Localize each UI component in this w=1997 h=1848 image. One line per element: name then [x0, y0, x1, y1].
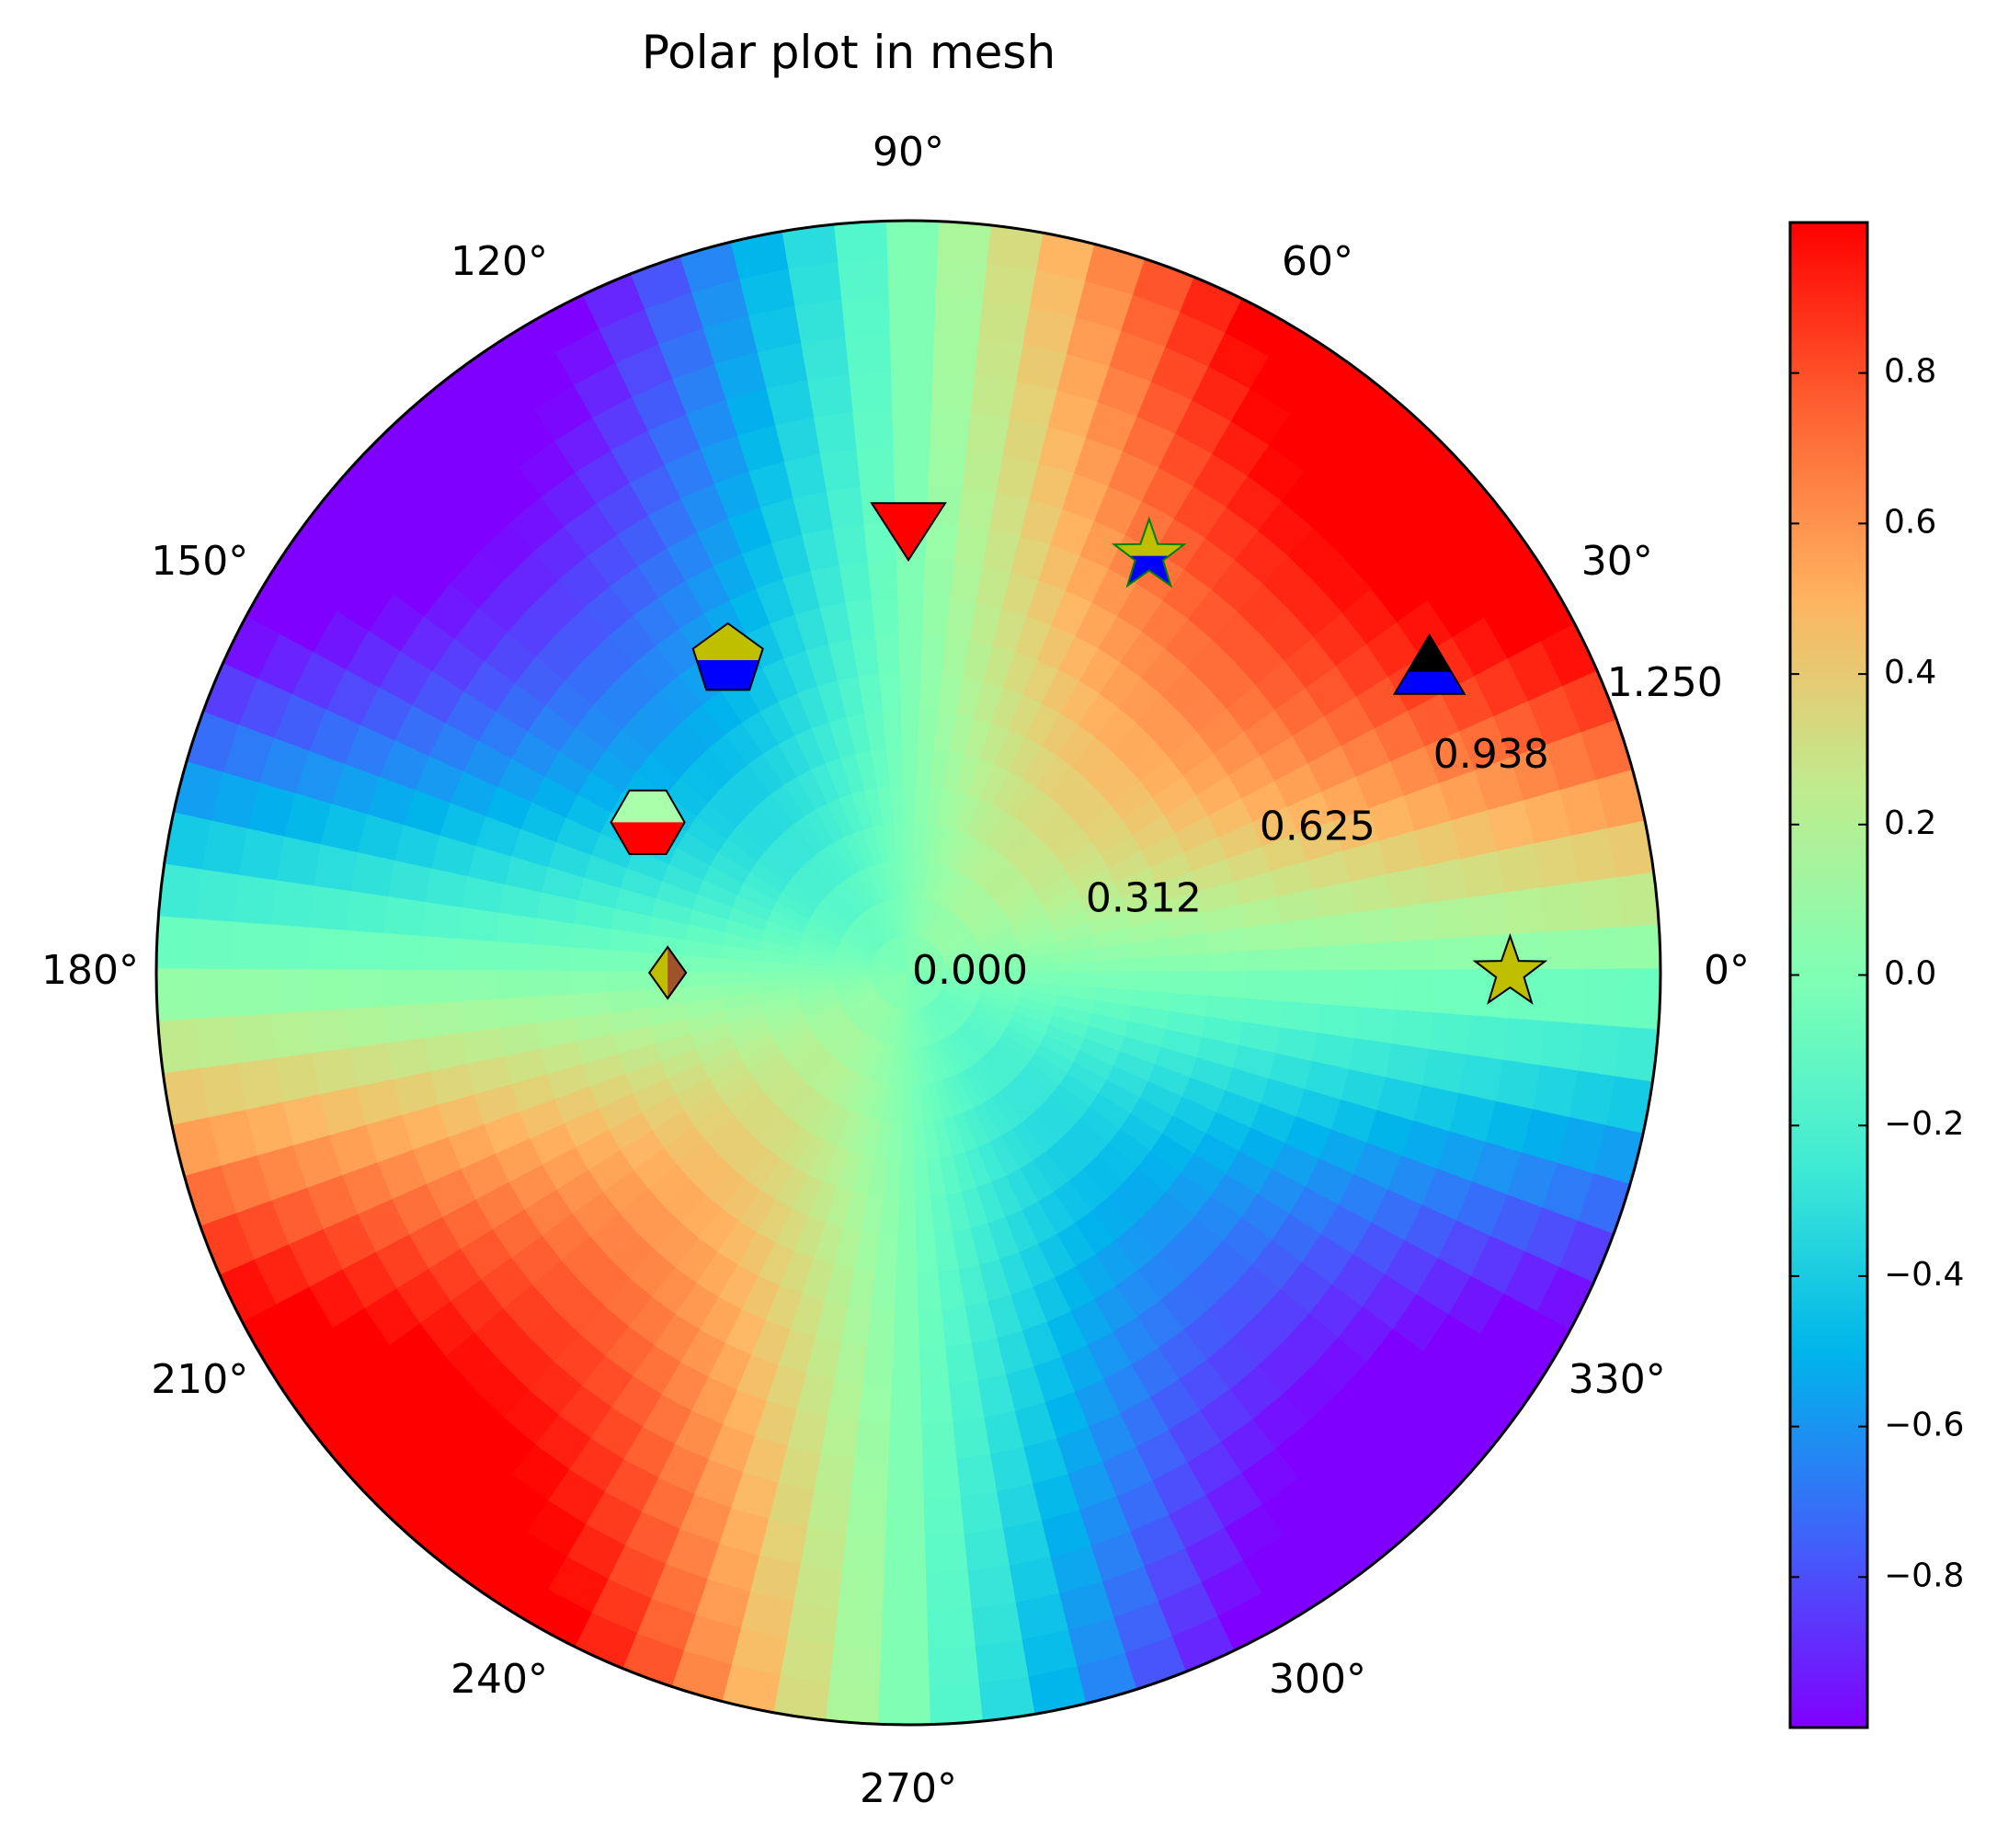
mesh-cell [1207, 970, 1250, 999]
mesh-cell [1432, 969, 1477, 1016]
chart-title: Polar plot in mesh [642, 26, 1056, 79]
colorbar-tick-label: −0.6 [1884, 1407, 1964, 1444]
colorbar-tick-label: 0.6 [1884, 503, 1936, 541]
angle-tick-label: 180° [41, 947, 139, 994]
angle-tick-label: 330° [1569, 1356, 1666, 1403]
marker-edge [1472, 932, 1548, 1005]
marker-hexagon [610, 789, 686, 856]
mesh-cell [529, 943, 572, 975]
marker-edge [647, 945, 688, 1000]
mesh-cell [340, 930, 384, 976]
angle-tick-label: 270° [860, 1765, 957, 1812]
colorbar-tick-label: −0.2 [1884, 1105, 1964, 1143]
mesh-cell [190, 918, 234, 977]
mesh-cell [1320, 970, 1364, 1008]
marker-triangle-up [1392, 633, 1466, 695]
angle-tick-label: 300° [1269, 1656, 1366, 1703]
marker-fill [872, 503, 945, 522]
mesh-cell [156, 916, 197, 977]
radial-tick-label: 0.312 [1086, 875, 1202, 922]
mesh-cell [1245, 970, 1288, 1002]
mesh-cell [302, 927, 347, 976]
mesh-cell [1358, 969, 1401, 1010]
mesh-cell [566, 946, 610, 975]
colorbar-tick-label: −0.4 [1884, 1256, 1964, 1294]
mesh-cell [156, 863, 202, 928]
mesh-cell [1615, 1018, 1660, 1082]
marker-edge [691, 622, 764, 691]
mesh-cell [825, 1683, 888, 1725]
marker-fill [611, 790, 685, 823]
mesh-cell [929, 221, 992, 263]
marker-triangle-down [870, 502, 947, 563]
radial-tick-label: 1.250 [1607, 659, 1723, 706]
marker-pentagon [691, 622, 764, 691]
angle-tick-label: 150° [151, 538, 248, 585]
mesh-cell [1170, 970, 1213, 997]
mesh-cell [877, 1686, 940, 1725]
marker-edge [610, 789, 686, 856]
mesh-cell [1620, 968, 1660, 1030]
mesh-cell [877, 221, 940, 259]
colorbar-tick-label: 0.4 [1884, 654, 1936, 691]
colorbar-tick-label: −0.8 [1884, 1557, 1964, 1594]
mesh-cell [156, 968, 197, 1030]
mesh-cell [491, 941, 534, 975]
mesh-cell [1582, 968, 1626, 1027]
mesh-cell [378, 932, 422, 976]
angle-tick-label: 0° [1704, 947, 1750, 994]
marker-diamond [647, 945, 688, 1000]
mesh-cell [1545, 968, 1589, 1024]
radial-tick-label: 0.000 [912, 947, 1028, 994]
marker-edge [870, 502, 947, 563]
mesh-cell [1057, 971, 1101, 987]
marker-edge [1392, 633, 1466, 695]
radial-tick-label: 0.625 [1260, 803, 1375, 850]
mesh-cell [1133, 971, 1175, 994]
mesh-cell [1095, 971, 1138, 990]
polar-mesh [156, 221, 1660, 1725]
marker-edge [1111, 516, 1187, 588]
angle-tick-label: 60° [1282, 238, 1353, 285]
mesh-cell [1395, 969, 1439, 1013]
mesh-cell [416, 935, 459, 976]
radial-tick-label: 0.938 [1433, 731, 1549, 778]
angle-tick-label: 30° [1581, 538, 1653, 585]
colorbar-tick-label: 0.0 [1884, 955, 1936, 993]
mesh-cell [266, 924, 309, 977]
marker-star [1472, 932, 1548, 1005]
marker-star [1111, 516, 1187, 588]
polar-frame [154, 219, 1662, 1727]
angle-tick-label: 90° [873, 129, 944, 176]
angle-tick-label: 240° [451, 1656, 548, 1703]
marker-fill [1113, 519, 1184, 556]
marker-fill [692, 623, 763, 660]
colorbar-tick-label: 0.2 [1884, 804, 1936, 842]
mesh-cell [228, 921, 272, 977]
angle-tick-label: 210° [151, 1356, 248, 1403]
marker-fill [1407, 634, 1452, 672]
mesh-cell [716, 958, 759, 975]
marker-fill [1475, 936, 1546, 973]
marker-fill [649, 947, 668, 998]
mesh-cell [1283, 970, 1326, 1005]
angle-tick-label: 120° [451, 238, 548, 285]
mesh-cell [453, 938, 496, 975]
mesh-cell [604, 949, 646, 975]
colorbar-tick-label: 0.8 [1884, 353, 1936, 391]
colorbar-gradient [1790, 222, 1867, 1728]
